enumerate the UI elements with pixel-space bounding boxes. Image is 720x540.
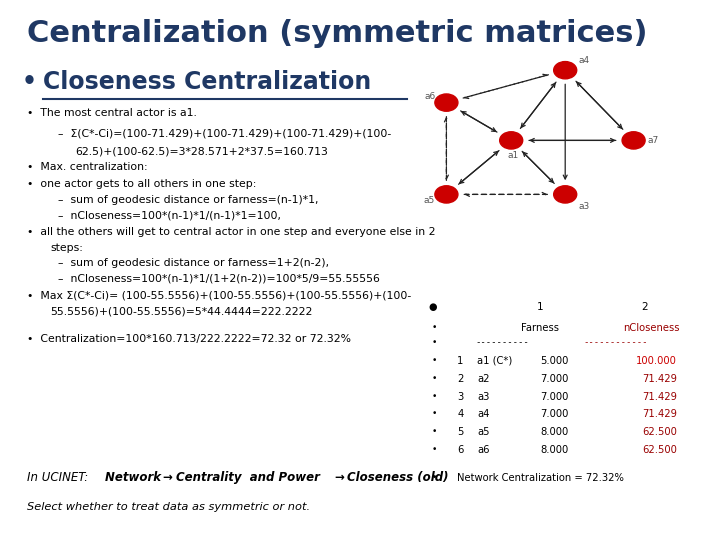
Text: Network: Network — [105, 471, 166, 484]
Text: •: • — [432, 427, 437, 436]
Text: 100.000: 100.000 — [636, 356, 677, 366]
Text: –  sum of geodesic distance or farness=(n-1)*1,: – sum of geodesic distance or farness=(n… — [58, 195, 318, 206]
Text: 7.000: 7.000 — [541, 409, 569, 420]
Circle shape — [554, 186, 577, 203]
Text: 8.000: 8.000 — [541, 427, 569, 437]
Text: a5: a5 — [477, 427, 490, 437]
Text: 7.000: 7.000 — [541, 374, 569, 384]
Text: a1 (C*): a1 (C*) — [477, 356, 513, 366]
Text: In UCINET:: In UCINET: — [27, 471, 92, 484]
Text: •  one actor gets to all others in one step:: • one actor gets to all others in one st… — [27, 179, 257, 190]
Text: –  nCloseness=100*(n-1)*1/(n-1)*1=100,: – nCloseness=100*(n-1)*1/(n-1)*1=100, — [58, 211, 281, 221]
Text: –  sum of geodesic distance or farness=1+2(n-2),: – sum of geodesic distance or farness=1+… — [58, 258, 329, 268]
Text: •  all the others will get to central actor in one step and everyone else in 2: • all the others will get to central act… — [27, 227, 436, 237]
Text: 71.429: 71.429 — [642, 374, 677, 384]
Text: Closeness Centralization: Closeness Centralization — [43, 70, 372, 94]
Text: •: • — [432, 445, 437, 454]
Text: 3: 3 — [457, 392, 464, 402]
Text: •: • — [432, 338, 437, 347]
Text: a1: a1 — [508, 151, 519, 160]
Text: a4: a4 — [477, 409, 490, 420]
Text: •: • — [432, 356, 437, 365]
Text: 5.000: 5.000 — [541, 356, 569, 366]
Text: Farness: Farness — [521, 323, 559, 333]
Text: a7: a7 — [648, 136, 660, 145]
Text: a4: a4 — [578, 56, 589, 65]
Text: •: • — [432, 474, 437, 483]
Circle shape — [554, 62, 577, 79]
Text: 62.5)+(100-62.5)=3*28.571+2*37.5=160.713: 62.5)+(100-62.5)=3*28.571+2*37.5=160.713 — [76, 147, 328, 157]
Text: a6: a6 — [477, 445, 490, 455]
Text: 8.000: 8.000 — [541, 445, 569, 455]
Text: ------------: ------------ — [583, 338, 648, 347]
Text: nCloseness: nCloseness — [624, 323, 680, 333]
Circle shape — [500, 132, 523, 149]
Text: steps:: steps: — [50, 243, 84, 253]
Circle shape — [435, 94, 458, 111]
Text: Network Centralization = 72.32%: Network Centralization = 72.32% — [457, 474, 624, 483]
Text: ●: ● — [428, 302, 437, 313]
Text: •: • — [432, 374, 437, 383]
Text: 4: 4 — [457, 409, 464, 420]
Text: a2: a2 — [477, 374, 490, 384]
Circle shape — [622, 132, 645, 149]
Text: –  nCloseness=100*(n-1)*1/(1+2(n-2))=100*5/9=55.55556: – nCloseness=100*(n-1)*1/(1+2(n-2))=100*… — [58, 273, 379, 284]
Text: 55.5556)+(100-55.5556)=5*44.4444=222.2222: 55.5556)+(100-55.5556)=5*44.4444=222.222… — [50, 307, 312, 317]
Text: →: → — [334, 471, 344, 484]
Text: 62.500: 62.500 — [642, 427, 677, 437]
Text: 2: 2 — [641, 302, 648, 313]
Text: •  Max Σ(C*-Ci)= (100-55.5556)+(100-55.5556)+(100-55.5556)+(100-: • Max Σ(C*-Ci)= (100-55.5556)+(100-55.55… — [27, 291, 412, 301]
Text: →: → — [163, 471, 173, 484]
Text: •: • — [432, 409, 437, 418]
Text: 5: 5 — [457, 427, 464, 437]
Text: 71.429: 71.429 — [642, 392, 677, 402]
Text: 2: 2 — [457, 374, 464, 384]
Text: a3: a3 — [578, 202, 590, 211]
Text: Closeness (old): Closeness (old) — [347, 471, 449, 484]
Text: 71.429: 71.429 — [642, 409, 677, 420]
Text: 6: 6 — [457, 445, 464, 455]
Text: –  Σ(C*-Ci)=(100-71.429)+(100-71.429)+(100-71.429)+(100-: – Σ(C*-Ci)=(100-71.429)+(100-71.429)+(10… — [58, 129, 391, 139]
Text: •: • — [432, 392, 437, 401]
Text: 7.000: 7.000 — [541, 392, 569, 402]
Text: a5: a5 — [423, 197, 435, 205]
Text: 1: 1 — [457, 356, 464, 366]
Text: ----------: ---------- — [475, 338, 529, 347]
Text: 62.500: 62.500 — [642, 445, 677, 455]
Text: a6: a6 — [425, 92, 436, 100]
Text: Select whether to treat data as symmetric or not.: Select whether to treat data as symmetri… — [27, 502, 310, 512]
Text: Centralization (symmetric matrices): Centralization (symmetric matrices) — [27, 19, 648, 48]
Text: •: • — [22, 70, 37, 94]
Text: •  The most central actor is a1.: • The most central actor is a1. — [27, 108, 197, 118]
Text: •  Centralization=100*160.713/222.2222=72.32 or 72.32%: • Centralization=100*160.713/222.2222=72… — [27, 334, 351, 344]
Text: •: • — [432, 323, 437, 332]
Text: a3: a3 — [477, 392, 490, 402]
Text: Centrality  and Power: Centrality and Power — [176, 471, 324, 484]
Circle shape — [435, 186, 458, 203]
Text: •  Max. centralization:: • Max. centralization: — [27, 162, 148, 172]
Text: 1: 1 — [536, 302, 544, 313]
